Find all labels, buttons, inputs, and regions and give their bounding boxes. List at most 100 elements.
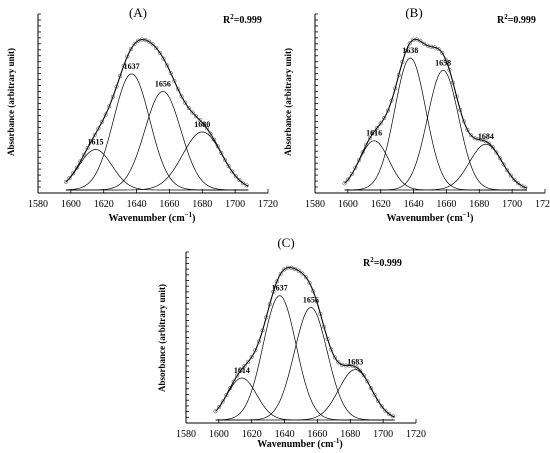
peak-label: 1615 [88, 138, 104, 147]
panel-c: 1580 1600 1620 1640 1660 1680 1700 1720 1614 1637… [157, 235, 426, 450]
experimental-point [387, 411, 392, 417]
experimental-point [175, 86, 181, 92]
experimental-point [260, 328, 265, 333]
experimental-point [318, 311, 323, 316]
experimental-point [479, 138, 484, 143]
experimental-point [215, 144, 220, 149]
experimental-point [454, 94, 459, 99]
experimental-point [390, 414, 395, 419]
peak-label: 1637 [272, 284, 288, 293]
experimental-point [349, 172, 354, 177]
experimental-point [361, 373, 366, 378]
experimental-point [244, 183, 249, 188]
experimental-point [161, 56, 166, 61]
experimental-point [383, 408, 388, 413]
experimental-point [296, 268, 301, 273]
experimental-point [440, 50, 445, 55]
x-tick-label: 1700 [502, 199, 522, 210]
experimental-point [321, 324, 327, 329]
experimental-point [365, 379, 370, 384]
experimental-point [379, 404, 384, 409]
x-tick-label: 1600 [338, 199, 358, 210]
experimental-point [325, 337, 330, 342]
x-tick-label: 1700 [373, 429, 393, 440]
experimental-point [143, 37, 148, 43]
peak-label: 1616 [366, 129, 382, 138]
experimental-point [208, 131, 213, 136]
experimental-point [147, 39, 152, 44]
y-axis-label: Absorbance (arbitrary unit) [6, 48, 16, 156]
experimental-point [121, 63, 126, 68]
experimental-point [136, 38, 141, 43]
experimental-point [168, 71, 173, 76]
x-tick-label: 1640 [404, 199, 424, 210]
experimental-point [422, 41, 427, 46]
experimental-point [253, 348, 258, 353]
experimental-point [271, 289, 276, 294]
experimental-point [165, 63, 170, 68]
component-peak-curve [344, 57, 527, 191]
experimental-point [407, 41, 412, 46]
experimental-point [508, 173, 513, 178]
experimental-point [242, 363, 247, 369]
experimental-point [92, 132, 97, 137]
experimental-point [110, 94, 115, 99]
x-tick-label: 1620 [371, 199, 391, 210]
experimental-point [450, 80, 456, 85]
experimental-point [217, 404, 222, 409]
x-tick-label: 1620 [94, 199, 114, 210]
experimental-point [231, 379, 236, 384]
experimental-point [353, 165, 358, 170]
experimental-point [89, 139, 94, 144]
x-tick-label: 1680 [469, 199, 489, 210]
x-tick-label: 1680 [340, 429, 360, 440]
experimental-point [376, 399, 381, 404]
experimental-point [342, 181, 347, 186]
x-tick-label: 1600 [61, 199, 81, 210]
experimental-point [303, 275, 308, 280]
experimental-point [293, 266, 298, 272]
experimental-point [418, 39, 423, 44]
experimental-point [523, 185, 528, 190]
experimental-point [235, 373, 240, 378]
experimental-point [197, 117, 202, 122]
x-tick-label: 1720 [406, 429, 426, 440]
panel-b: 1580 1600 1620 1640 1660 1680 1700 1720 1616 1638… [283, 5, 550, 224]
component-peak-curve [65, 73, 249, 191]
experimental-point [238, 368, 243, 373]
experimental-point [289, 265, 294, 270]
panel-a: 1580 1600 1620 1640 1660 1680 1700 1720 1615 1637… [6, 5, 278, 224]
experimental-point [371, 130, 376, 135]
experimental-point [414, 37, 419, 42]
x-tick-label: 1580 [305, 199, 325, 210]
experimental-point [213, 409, 218, 414]
experimental-point [472, 136, 477, 141]
experimental-point [249, 354, 254, 359]
experimental-point [264, 315, 269, 320]
peak-label: 1638 [402, 46, 418, 55]
y-axis-label: Absorbance (arbitrary unit) [157, 284, 167, 392]
experimental-point [278, 271, 283, 276]
experimental-point [443, 57, 448, 62]
experimental-point [256, 339, 261, 344]
experimental-point [190, 110, 195, 115]
experimental-point [172, 79, 177, 84]
peak-label: 1614 [234, 366, 250, 375]
experimental-point [150, 42, 155, 47]
experimental-point [372, 392, 377, 397]
experimental-point [125, 54, 130, 59]
experimental-point [329, 347, 334, 352]
experimental-point [186, 106, 191, 111]
x-tick-label: 1700 [225, 199, 245, 210]
experimental-point [497, 156, 503, 161]
component-peak-curve [215, 295, 395, 421]
experimental-point [71, 171, 76, 176]
experimental-point [458, 107, 463, 112]
experimental-point [212, 137, 217, 142]
experimental-point [346, 177, 351, 182]
experimental-point [375, 125, 380, 130]
peak-label: 1684 [478, 132, 494, 141]
experimental-point [400, 59, 405, 64]
experimental-point [483, 139, 488, 144]
